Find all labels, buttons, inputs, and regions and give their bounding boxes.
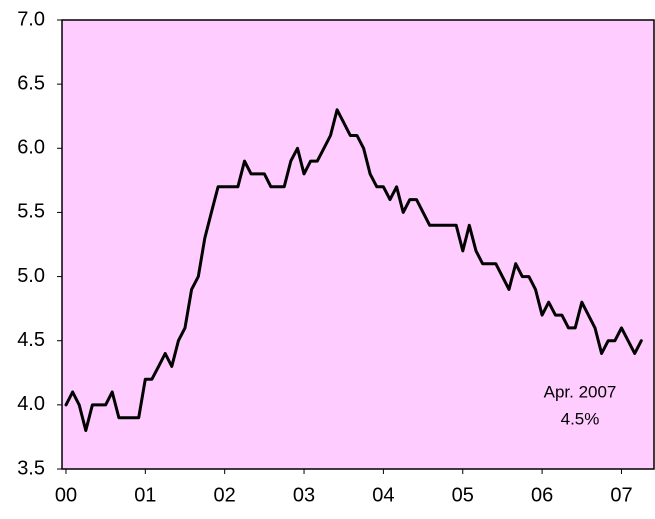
x-tick-label: 05 xyxy=(452,484,474,506)
y-tick-label: 3.5 xyxy=(17,457,45,479)
x-tick-label: 04 xyxy=(372,484,394,506)
line xyxy=(64,108,643,432)
plot-area xyxy=(61,19,655,470)
x-tick-label: 06 xyxy=(531,484,553,506)
y-tick-label: 6.5 xyxy=(17,72,45,94)
y-tick-label: 4.5 xyxy=(17,329,45,351)
x-tick-label: 07 xyxy=(610,484,632,506)
x-tick-label: 01 xyxy=(134,484,156,506)
x-tick-label: 03 xyxy=(293,484,315,506)
annotation: 4.5% xyxy=(561,409,600,428)
x-tick-label: 00 xyxy=(55,484,77,506)
y-tick-label: 7.0 xyxy=(17,8,45,30)
y-tick-label: 6.0 xyxy=(17,137,45,159)
y-tick-label: 4.0 xyxy=(17,393,45,415)
y-tick-label: 5.5 xyxy=(17,201,45,223)
annotation: Apr. 2007 xyxy=(544,382,617,401)
y-tick-label: 5.0 xyxy=(17,265,45,287)
x-tick-label: 02 xyxy=(214,484,236,506)
